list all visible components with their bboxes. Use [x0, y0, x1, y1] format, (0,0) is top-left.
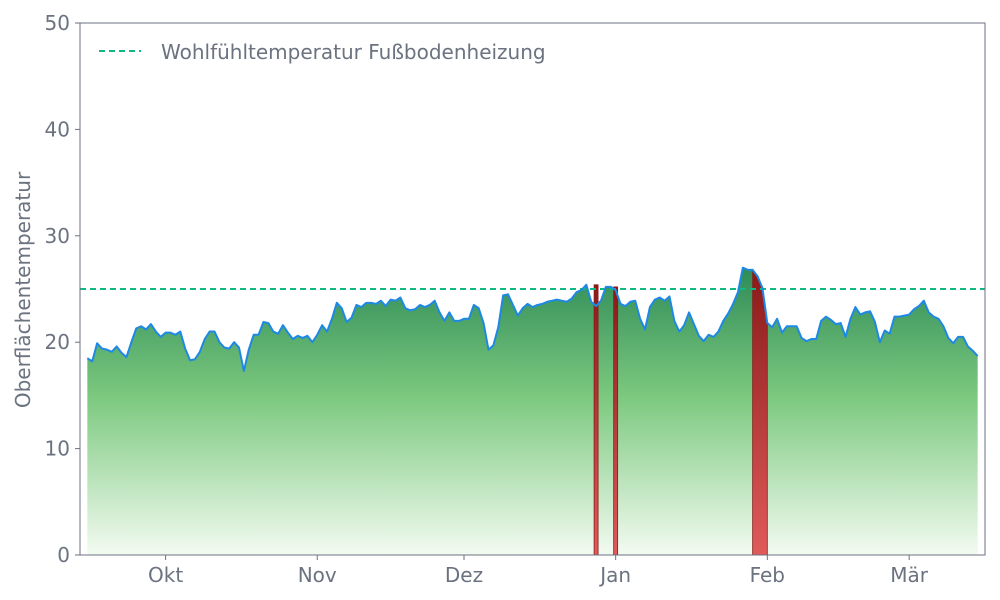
series-line-layer — [86, 266, 979, 372]
x-tick-label: Mär — [890, 563, 929, 587]
x-tick-label: Nov — [298, 563, 337, 587]
y-tick-label: 0 — [57, 543, 70, 567]
x-tick-label: Okt — [148, 563, 183, 587]
y-axis: 0 10 20 30 40 50 — [45, 11, 80, 567]
x-tick-label: Dez — [445, 563, 483, 587]
x-tick-label: Feb — [750, 563, 785, 587]
y-tick-label: 40 — [45, 117, 70, 141]
above-threshold-region-2 — [613, 286, 619, 556]
y-tick-label: 20 — [45, 330, 70, 354]
x-axis: Okt Nov Dez Jan Feb Mär — [148, 555, 929, 587]
legend: Wohlfühltemperatur Fußbodenheizung — [99, 40, 546, 64]
y-tick-label: 50 — [45, 11, 70, 35]
plot-frame — [79, 22, 986, 556]
area-layer — [87, 267, 978, 555]
above-threshold-region-1 — [593, 284, 599, 556]
y-tick-label: 30 — [45, 224, 70, 248]
temperature-area-fill — [87, 267, 978, 555]
temperature-line — [86, 266, 979, 372]
legend-threshold-label: Wohlfühltemperatur Fußbodenheizung — [161, 40, 546, 64]
y-axis-title: Oberflächentemperatur — [11, 171, 35, 408]
x-tick-label: Jan — [598, 563, 631, 587]
y-tick-label: 10 — [45, 437, 70, 461]
